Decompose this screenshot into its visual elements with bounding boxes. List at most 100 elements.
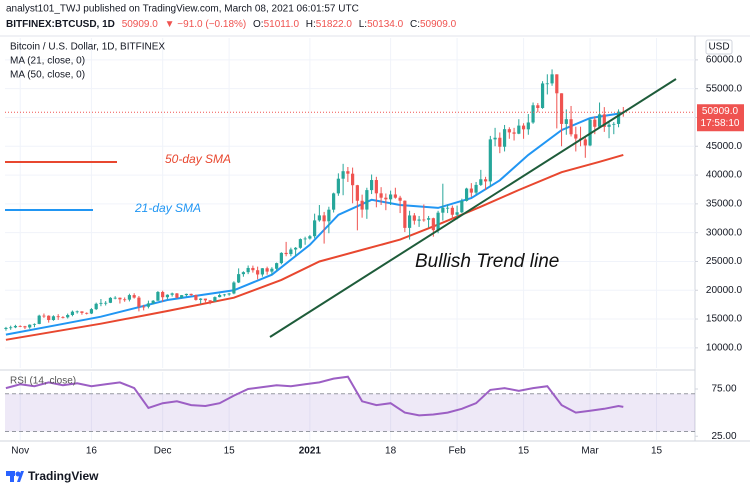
candle-body — [256, 270, 260, 275]
rsi-title: RSI (14, close) — [10, 376, 76, 387]
annotation: Bullish Trend line — [415, 251, 559, 272]
candle-body — [85, 312, 89, 314]
candle-body — [184, 293, 189, 296]
candle-body — [161, 291, 165, 298]
y-tick-label: 35000.0 — [706, 199, 743, 210]
candle-body — [536, 105, 540, 108]
x-tick-label: 16 — [86, 446, 98, 457]
y-tick-label: 25000.0 — [706, 256, 743, 267]
candle-body — [75, 311, 79, 313]
candle-body — [308, 236, 312, 239]
brand: TradingView — [28, 469, 99, 483]
x-tick-label: 2021 — [299, 446, 322, 457]
candle-body — [365, 190, 369, 210]
annotation: 21-day SMA — [134, 201, 201, 215]
ohlc-key: C: — [410, 19, 420, 30]
candle-body — [199, 298, 203, 300]
candle-body — [531, 105, 535, 123]
candle-body — [175, 293, 179, 298]
y-tick-label: 75.00 — [711, 384, 736, 395]
candle-body — [436, 212, 440, 231]
candle-body — [569, 119, 573, 135]
candle-body — [289, 249, 293, 255]
candle-body — [94, 303, 98, 310]
x-tick-label: Nov — [11, 446, 29, 457]
candle-body — [275, 263, 279, 269]
annotation: 50-day SMA — [165, 152, 231, 166]
candle-body — [616, 111, 621, 124]
x-tick-label: 15 — [651, 446, 663, 457]
candle-body — [265, 268, 269, 272]
candle-body — [464, 188, 469, 201]
last-price: 50909.0 — [122, 19, 159, 30]
candle-body — [142, 306, 146, 308]
countdown: 17:58:10 — [701, 118, 740, 129]
candle-body — [203, 298, 207, 301]
y-tick-label: 30000.0 — [706, 227, 743, 238]
candle-body — [70, 311, 75, 316]
candle-body — [502, 129, 507, 147]
plot-area — [4, 38, 695, 440]
candle-body — [393, 194, 397, 198]
candle-body — [559, 93, 564, 124]
ohlc-key: L: — [359, 19, 367, 30]
candle-body — [4, 327, 8, 329]
candle-body — [127, 295, 132, 300]
candle-body — [51, 316, 56, 321]
ma-line — [5, 111, 624, 336]
candle-body — [317, 215, 321, 221]
candle-body — [170, 293, 174, 295]
candle-body — [479, 179, 483, 185]
candle-body — [303, 238, 307, 240]
brand-logo — [6, 471, 24, 482]
price-badge-label: 50909.0 — [702, 106, 739, 117]
candle-body — [80, 311, 84, 313]
candle-body — [222, 294, 226, 296]
candle-body — [540, 83, 545, 108]
candle-body — [370, 180, 374, 191]
candle-body — [218, 295, 222, 298]
candle-body — [422, 219, 426, 221]
ohlc-value: 51011.0 — [264, 19, 300, 30]
candle-body — [232, 282, 236, 294]
ohlc-value: 51822.0 — [316, 19, 353, 30]
candle-body — [355, 185, 359, 201]
candle-body — [28, 324, 32, 328]
y-tick-label: 15000.0 — [706, 314, 743, 325]
candle-body — [132, 295, 136, 298]
candle-body — [251, 267, 255, 271]
candle-body — [123, 299, 127, 301]
candle-body — [298, 239, 302, 248]
x-tick-label: 18 — [385, 446, 397, 457]
candle-body — [550, 74, 554, 84]
publish-line: analyst101_TWJ published on TradingView.… — [6, 4, 359, 15]
candle-body — [165, 294, 170, 298]
symbol-line: BITFINEX:BTCUSD, 1D 50909.0 ▼ −91.0 (−0.… — [6, 19, 457, 30]
candle-body — [460, 200, 464, 213]
legend-entry: MA (21, close, 0) — [10, 56, 85, 67]
candle-body — [398, 197, 402, 201]
candle-body — [607, 124, 611, 127]
candle-body — [37, 315, 41, 324]
candle-body — [32, 323, 37, 325]
candle-body — [441, 207, 445, 213]
candle-body — [469, 188, 473, 193]
candle-body — [284, 252, 288, 255]
candle-body — [417, 219, 421, 221]
candle-body — [108, 297, 113, 303]
candle-body — [379, 193, 383, 198]
candle-body — [208, 300, 212, 302]
candle-body — [23, 326, 27, 328]
candle-body — [498, 137, 502, 147]
candle-body — [213, 297, 217, 302]
candle-body — [246, 267, 250, 273]
candle-body — [66, 315, 70, 318]
candle-body — [227, 293, 231, 295]
candle-body — [156, 291, 160, 301]
candle-body — [9, 327, 13, 329]
candle-body — [474, 184, 478, 193]
candle-body — [42, 315, 46, 317]
candle-body — [583, 139, 587, 146]
currency: USD — [708, 42, 729, 53]
candle-body — [521, 125, 526, 130]
